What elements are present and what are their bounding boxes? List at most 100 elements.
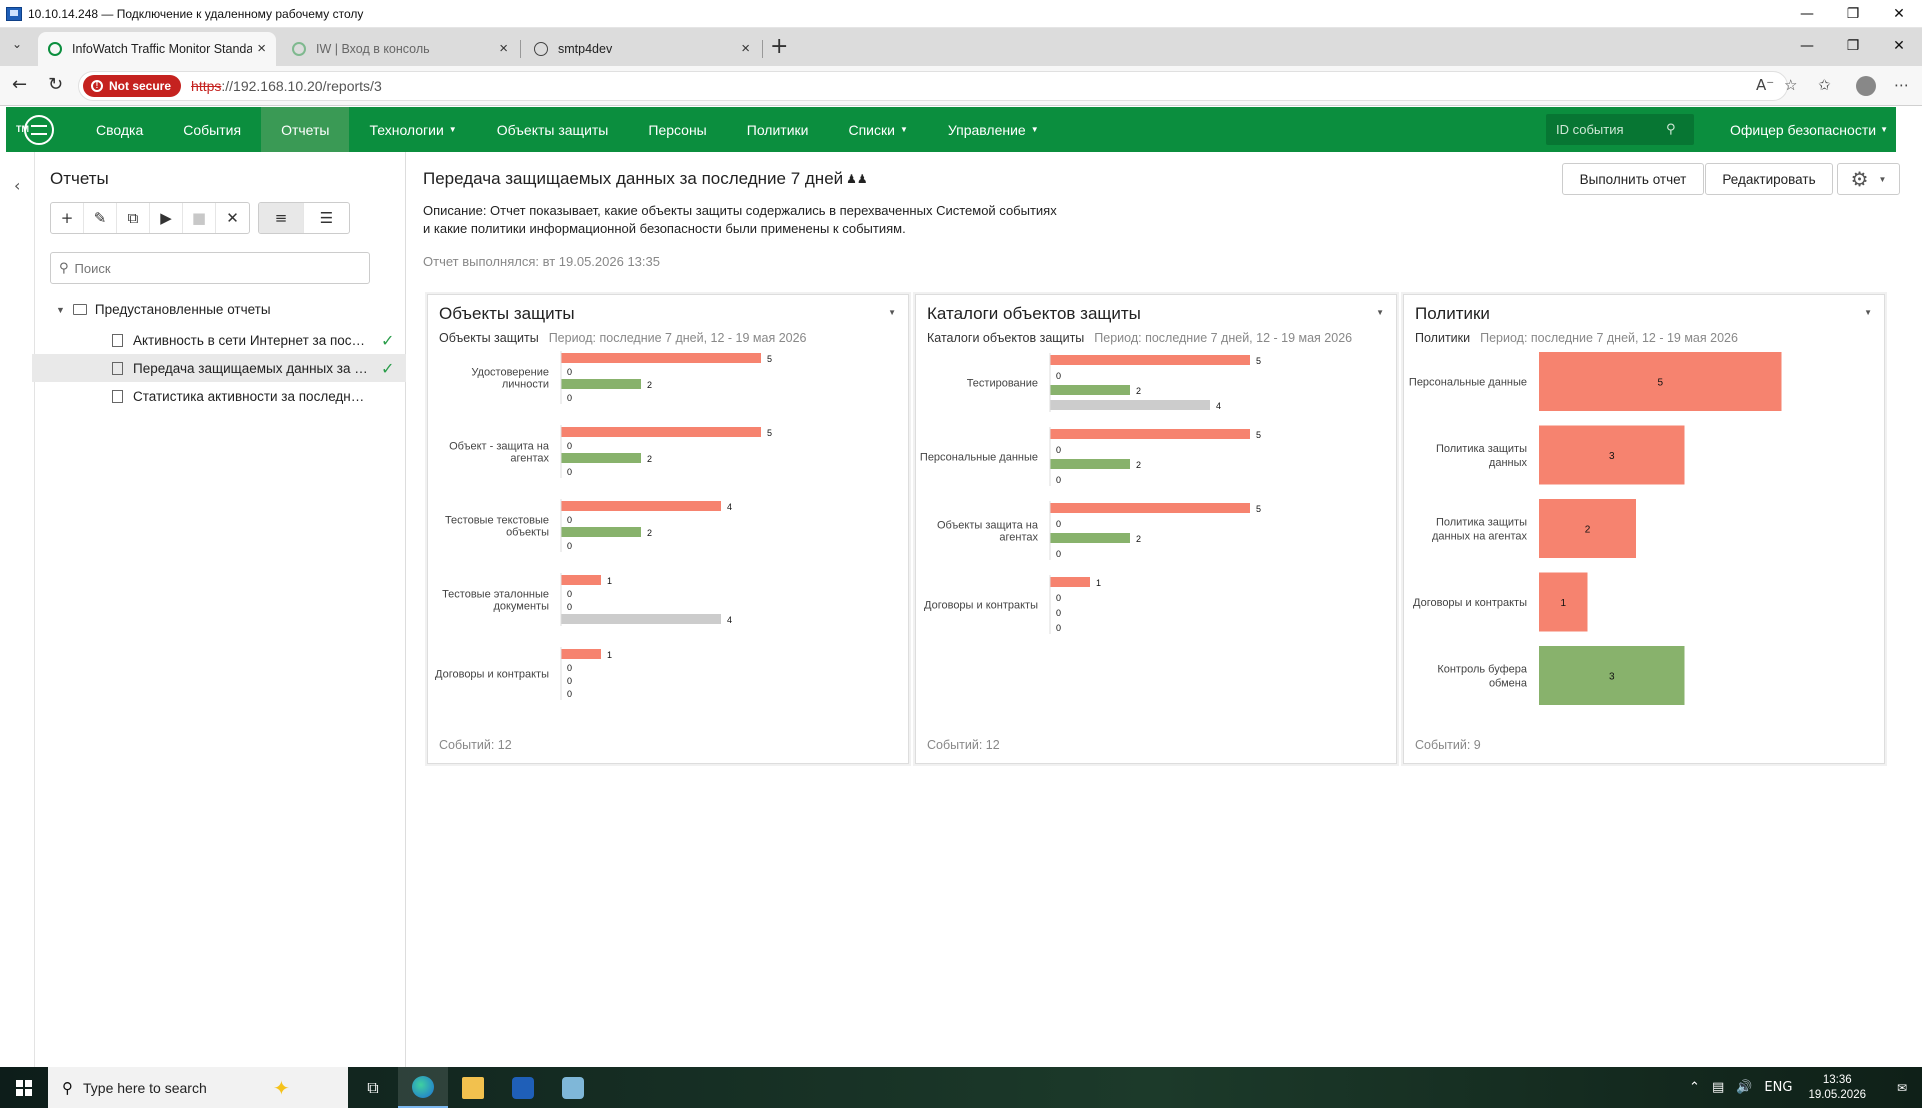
read-aloud-icon[interactable]: A⁻ bbox=[1756, 76, 1775, 94]
tab-close-icon[interactable]: × bbox=[257, 40, 266, 57]
favorites-icon[interactable]: ✩ bbox=[1818, 76, 1831, 94]
taskbar-search-input[interactable] bbox=[83, 1079, 263, 1096]
nav-item-protected-objects[interactable]: Объекты защиты bbox=[477, 107, 629, 152]
edit-report-button[interactable]: Редактировать bbox=[1705, 163, 1833, 195]
sidebar-search-input[interactable] bbox=[74, 260, 355, 276]
notifications-icon[interactable]: ✉ bbox=[1896, 1080, 1908, 1095]
tab-close-icon[interactable]: × bbox=[741, 40, 750, 57]
url-omnibox[interactable]: ! Not secure https://192.168.10.20/repor… bbox=[78, 71, 1788, 101]
url-text[interactable]: https://192.168.10.20/reports/3 bbox=[191, 78, 382, 94]
browser-restore-button[interactable]: ❐ bbox=[1846, 38, 1860, 54]
chart-category-label: агентах bbox=[999, 532, 1038, 544]
edit-pencil-icon[interactable]: ✎ bbox=[84, 203, 117, 233]
widget-subtitle-label: Политики bbox=[1415, 331, 1471, 345]
nav-item-summary[interactable]: Сводка bbox=[76, 107, 163, 152]
tree-folder-preset-reports[interactable]: ▼ Предустановленные отчеты bbox=[56, 302, 271, 317]
copy-icon[interactable]: ⧉ bbox=[117, 203, 150, 233]
favorite-star-icon[interactable]: ☆ bbox=[1784, 76, 1798, 94]
nav-item-reports[interactable]: Отчеты bbox=[261, 107, 350, 152]
task-view-button[interactable]: ⧉ bbox=[348, 1067, 398, 1108]
rdp-minimize-button[interactable]: — bbox=[1800, 6, 1814, 22]
widget-subtitle-label: Объекты защиты bbox=[439, 331, 539, 345]
settings-dropdown-button[interactable]: ⚙ ▼ bbox=[1837, 163, 1900, 195]
chart-bar bbox=[561, 501, 721, 511]
tree-item-report[interactable]: Активность в сети Интернет за последние … bbox=[32, 326, 406, 354]
collapse-sidebar-icon[interactable]: ‹ bbox=[14, 176, 21, 195]
chart-data-label: 3 bbox=[1609, 451, 1615, 462]
not-secure-badge[interactable]: ! Not secure bbox=[83, 75, 182, 97]
back-arrow-icon[interactable]: ← bbox=[12, 74, 28, 95]
tree-expand-icon[interactable]: ▼ bbox=[56, 304, 65, 315]
add-report-button[interactable]: + bbox=[51, 203, 84, 233]
nav-item-lists[interactable]: Списки ▼ bbox=[828, 107, 927, 152]
chart-category-label: Объекты защита на bbox=[937, 520, 1039, 532]
nav-item-persons[interactable]: Персоны bbox=[628, 107, 726, 152]
chart-bar bbox=[561, 614, 721, 624]
chart-category-label: Объект - защита на bbox=[449, 441, 550, 453]
profile-avatar-icon[interactable] bbox=[1856, 76, 1876, 96]
chart-category-label: данных на агентах bbox=[1432, 531, 1528, 543]
powershell-taskbar-app[interactable] bbox=[498, 1067, 548, 1108]
tree-item-report-selected[interactable]: Передача защищаемых данных за последние … bbox=[32, 354, 406, 382]
infowatch-logo[interactable]: TM bbox=[14, 112, 54, 148]
widget-menu-icon[interactable]: ▼ bbox=[888, 308, 896, 317]
nav-item-events[interactable]: События bbox=[163, 107, 261, 152]
chart-data-label: 2 bbox=[1136, 460, 1141, 470]
stop-icon[interactable]: ■ bbox=[183, 203, 216, 233]
nav-item-policies[interactable]: Политики bbox=[727, 107, 829, 152]
user-menu[interactable]: Офицер безопасности ▼ bbox=[1730, 107, 1888, 152]
chart-policies: 5 Персональные данные 3 Политика защиты данн… bbox=[1409, 352, 1782, 705]
rdp-close-button[interactable]: ✕ bbox=[1893, 6, 1905, 22]
chart-data-label: 1 bbox=[607, 650, 612, 660]
search-icon[interactable]: ⚲ bbox=[1666, 122, 1676, 137]
tab-label: InfoWatch Traffic Monitor Standard bbox=[72, 42, 252, 56]
start-button[interactable] bbox=[0, 1067, 48, 1108]
nav-item-label: Политики bbox=[746, 121, 809, 138]
taskbar-clock[interactable]: 13:36 19.05.2026 bbox=[1808, 1073, 1866, 1103]
widget-menu-icon[interactable]: ▼ bbox=[1376, 308, 1384, 317]
windows-logo-icon bbox=[16, 1079, 32, 1096]
new-tab-button[interactable]: + bbox=[770, 34, 789, 59]
list-detail-view-icon[interactable]: ≡ bbox=[259, 203, 304, 233]
volume-icon[interactable]: 🔊 bbox=[1736, 1080, 1753, 1095]
chart-data-label: 0 bbox=[567, 393, 572, 403]
app-taskbar-app[interactable] bbox=[548, 1067, 598, 1108]
tab-separator bbox=[520, 40, 521, 58]
widget-subtitle: Каталоги объектов защиты Период: последни… bbox=[927, 331, 1352, 345]
edge-taskbar-app[interactable] bbox=[398, 1067, 448, 1108]
widget-period: Период: последние 7 дней, 12 - 19 мая 20… bbox=[1094, 331, 1353, 345]
rdp-restore-button[interactable]: ❐ bbox=[1846, 6, 1860, 22]
tab-smtp4dev[interactable]: smtp4dev × bbox=[524, 32, 760, 66]
edge-browser-icon bbox=[412, 1075, 434, 1098]
tab-infowatch[interactable]: InfoWatch Traffic Monitor Standard × bbox=[38, 32, 276, 66]
tree-item-report[interactable]: Статистика активности за последние 7 дне… bbox=[32, 382, 406, 410]
url-path: ://192.168.10.20/reports/3 bbox=[221, 78, 382, 94]
browser-minimize-button[interactable]: — bbox=[1800, 38, 1814, 54]
run-play-icon[interactable]: ▶ bbox=[150, 203, 183, 233]
event-id-input[interactable] bbox=[1546, 122, 1666, 137]
more-menu-icon[interactable]: ⋯ bbox=[1894, 76, 1909, 94]
iw-favicon-icon bbox=[292, 42, 306, 56]
list-compact-view-icon[interactable]: ☰ bbox=[319, 209, 334, 227]
not-secure-label: Not secure bbox=[109, 79, 172, 93]
network-icon[interactable]: ▤ bbox=[1711, 1080, 1725, 1095]
tab-iw-login[interactable]: IW | Вход в консоль × bbox=[282, 32, 518, 66]
run-report-button[interactable]: Выполнить отчет bbox=[1562, 163, 1704, 195]
widget-subtitle-label: Каталоги объектов защиты bbox=[927, 331, 1085, 345]
chart-category-label: Тестовые текстовые bbox=[445, 515, 549, 527]
chart-data-label: 5 bbox=[1256, 356, 1261, 366]
copilot-sparkle-icon[interactable]: ✦ bbox=[273, 1075, 290, 1100]
nav-item-technologies[interactable]: Технологии ▼ bbox=[349, 107, 476, 152]
tab-close-icon[interactable]: × bbox=[499, 40, 508, 57]
nav-item-management[interactable]: Управление ▼ bbox=[928, 107, 1059, 152]
explorer-taskbar-app[interactable] bbox=[448, 1067, 498, 1108]
globe-icon bbox=[534, 42, 548, 56]
refresh-icon[interactable]: ↻ bbox=[48, 74, 64, 95]
tab-actions-icon[interactable]: ⌄ bbox=[12, 37, 23, 51]
language-indicator[interactable]: ENG bbox=[1764, 1080, 1793, 1095]
widget-menu-icon[interactable]: ▼ bbox=[1864, 308, 1872, 317]
delete-x-icon[interactable]: ✕ bbox=[226, 209, 239, 227]
chart-category-label: документы bbox=[493, 601, 549, 613]
tray-overflow-icon[interactable]: ⌃ bbox=[1689, 1080, 1700, 1095]
browser-close-button[interactable]: ✕ bbox=[1893, 38, 1905, 54]
